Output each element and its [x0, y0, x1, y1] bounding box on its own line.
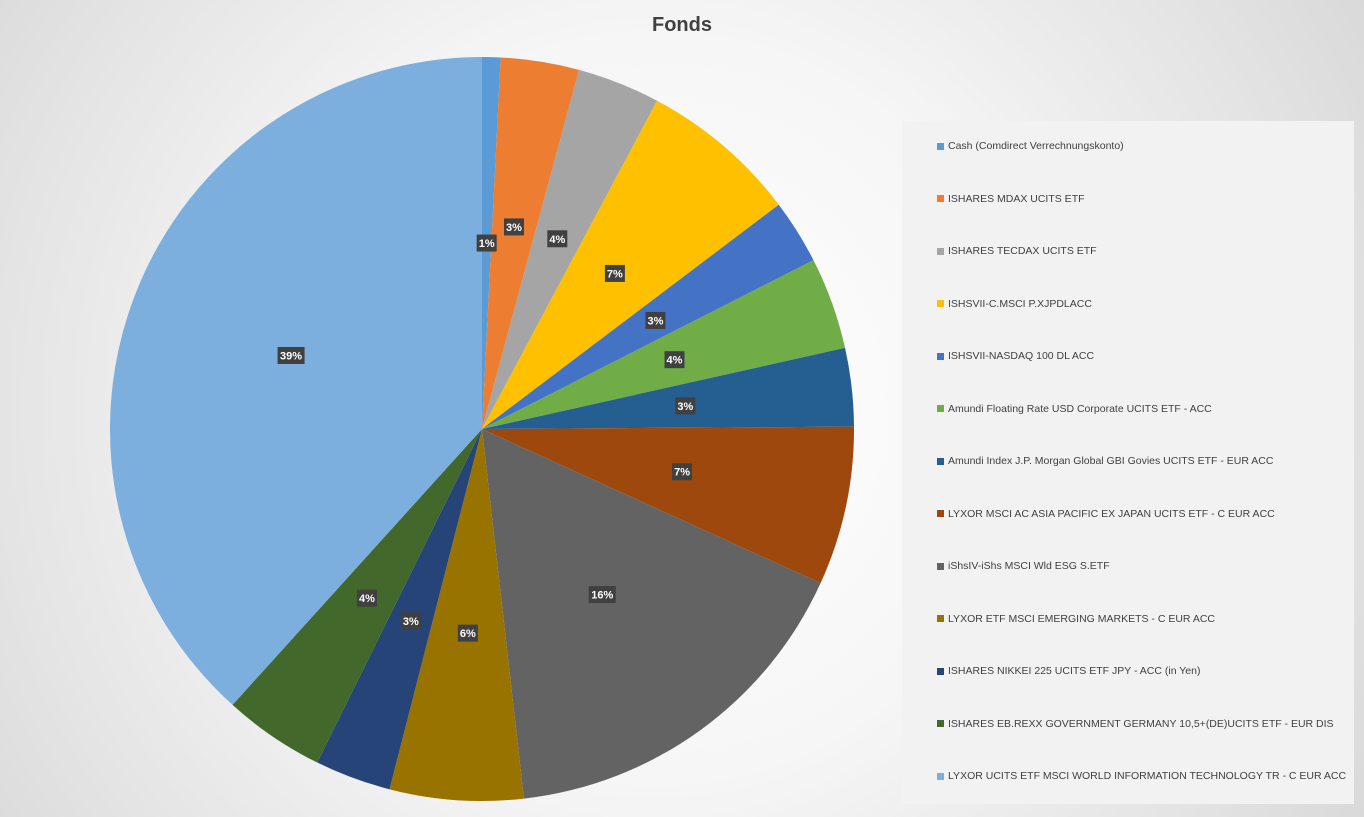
- data-label-text: 3%: [506, 222, 522, 234]
- data-label-13: 39%: [277, 346, 305, 364]
- legend-item: Cash (Comdirect Verrechnungskonto): [937, 138, 1124, 154]
- data-label-bg: [588, 586, 616, 604]
- data-label-4: 7%: [604, 264, 625, 282]
- legend-swatch: [937, 352, 944, 360]
- legend-label: ISHARES EB.REXX GOVERNMENT GERMANY 10,5+…: [948, 717, 1334, 730]
- data-label-text: 4%: [667, 355, 683, 367]
- data-label-bg: [457, 624, 478, 642]
- data-label-text: 3%: [403, 616, 419, 628]
- data-label-text: 16%: [591, 590, 613, 602]
- data-label-bg: [547, 230, 568, 248]
- legend-item: ISHARES MDAX UCITS ETF: [937, 191, 1085, 207]
- data-label-text: 4%: [359, 593, 375, 605]
- data-label-bg: [400, 612, 421, 630]
- legend-swatch: [937, 247, 944, 255]
- data-label-5: 3%: [645, 311, 666, 329]
- data-label-bg: [504, 218, 525, 236]
- legend-item: Amundi Index J.P. Morgan Global GBI Govi…: [937, 453, 1273, 469]
- legend-swatch: [937, 300, 944, 307]
- data-label-8: 7%: [672, 463, 693, 481]
- legend-label: iShsIV-iShs MSCI Wld ESG S.ETF: [948, 560, 1110, 572]
- legend-label: LYXOR UCITS ETF MSCI WORLD INFORMATION T…: [948, 770, 1347, 782]
- legend-label: Amundi Index J.P. Morgan Global GBI Govi…: [948, 455, 1274, 467]
- data-label-text: 4%: [549, 234, 565, 246]
- legend-item: Amundi Floating Rate USD Corporate UCITS…: [937, 401, 1212, 417]
- data-label-text: 1%: [479, 238, 495, 250]
- legend-swatch: [937, 510, 944, 517]
- data-label-10: 6%: [457, 624, 478, 642]
- data-label-3: 4%: [547, 230, 568, 248]
- legend-item: iShsIV-iShs MSCI Wld ESG S.ETF: [937, 558, 1110, 574]
- legend-item: ISHARES TECDAX UCITS ETF: [937, 243, 1097, 259]
- legend-swatch: [937, 405, 944, 412]
- legend-label: Cash (Comdirect Verrechnungskonto): [948, 140, 1124, 152]
- pie-slice-6: [482, 260, 846, 429]
- data-label-text: 3%: [677, 401, 693, 413]
- pie-slice-10: [389, 429, 524, 801]
- pie-slice-3: [482, 69, 658, 430]
- chart-title: Fonds: [652, 14, 712, 36]
- data-label-bg: [604, 264, 625, 282]
- legend-item: LYXOR ETF MSCI EMERGING MARKETS - C EUR …: [937, 611, 1215, 627]
- legend-item: ISHARES EB.REXX GOVERNMENT GERMANY 10,5+…: [937, 716, 1334, 732]
- legend-swatch: [937, 562, 944, 570]
- legend-swatch: [937, 667, 944, 675]
- data-label-text: 39%: [280, 350, 302, 362]
- pie-slice-4: [482, 100, 779, 430]
- legend-item: LYXOR MSCI AC ASIA PACIFIC EX JAPAN UCIT…: [937, 506, 1275, 522]
- legend-label: ISHSVII-NASDAQ 100 DL ACC: [948, 350, 1095, 362]
- legend: Cash (Comdirect Verrechnungskonto) ISHARE…: [902, 121, 1354, 804]
- legend-label: ISHSVII-C.MSCI P.XJPDLACC: [948, 297, 1092, 310]
- data-label-bg: [476, 234, 497, 252]
- legend-label: ISHARES NIKKEI 225 UCITS ETF JPY - ACC (…: [948, 665, 1201, 677]
- data-label-12: 4%: [356, 589, 377, 607]
- legend-swatch: [937, 457, 944, 465]
- legend-item: ISHSVII-C.MSCI P.XJPDLACC: [937, 296, 1092, 312]
- data-label-bg: [277, 346, 305, 364]
- pie-slice-11: [317, 429, 482, 790]
- legend-label: ISHARES TECDAX UCITS ETF: [948, 245, 1097, 257]
- data-label-bg: [672, 463, 693, 481]
- data-label-text: 7%: [674, 467, 690, 479]
- data-label-bg: [645, 311, 666, 329]
- legend-label: Amundi Floating Rate USD Corporate UCITS…: [948, 402, 1212, 415]
- legend-swatch: [937, 195, 944, 202]
- legend-swatch: [937, 720, 944, 727]
- data-label-text: 7%: [607, 268, 623, 280]
- data-label-11: 3%: [400, 612, 421, 630]
- data-label-text: 3%: [647, 315, 663, 327]
- data-label-bg: [675, 397, 696, 415]
- data-label-bg: [356, 589, 377, 607]
- legend-item: ISHARES NIKKEI 225 UCITS ETF JPY - ACC (…: [937, 663, 1200, 679]
- legend-swatch: [937, 772, 944, 780]
- legend-swatch: [937, 142, 944, 150]
- data-label-text: 6%: [460, 628, 476, 640]
- pie-slice-9: [482, 429, 821, 799]
- data-label-1: 1%: [476, 234, 497, 252]
- data-label-bg: [664, 351, 685, 369]
- data-label-7: 3%: [675, 397, 696, 415]
- legend-label: LYXOR ETF MSCI EMERGING MARKETS - C EUR …: [948, 612, 1216, 625]
- data-label-9: 16%: [588, 586, 616, 604]
- legend-item: LYXOR UCITS ETF MSCI WORLD INFORMATION T…: [937, 768, 1346, 784]
- legend-swatch: [937, 615, 944, 622]
- legend-item: ISHSVII-NASDAQ 100 DL ACC: [937, 348, 1094, 364]
- pie-slice-8: [482, 426, 854, 584]
- legend-label: ISHARES MDAX UCITS ETF: [948, 192, 1085, 205]
- pie-slice-7: [482, 347, 854, 429]
- pie-slice-2: [482, 57, 580, 430]
- data-label-2: 3%: [504, 218, 525, 236]
- pie-slice-13: [109, 57, 483, 705]
- data-label-6: 4%: [664, 351, 685, 369]
- legend-label: LYXOR MSCI AC ASIA PACIFIC EX JAPAN UCIT…: [948, 507, 1275, 520]
